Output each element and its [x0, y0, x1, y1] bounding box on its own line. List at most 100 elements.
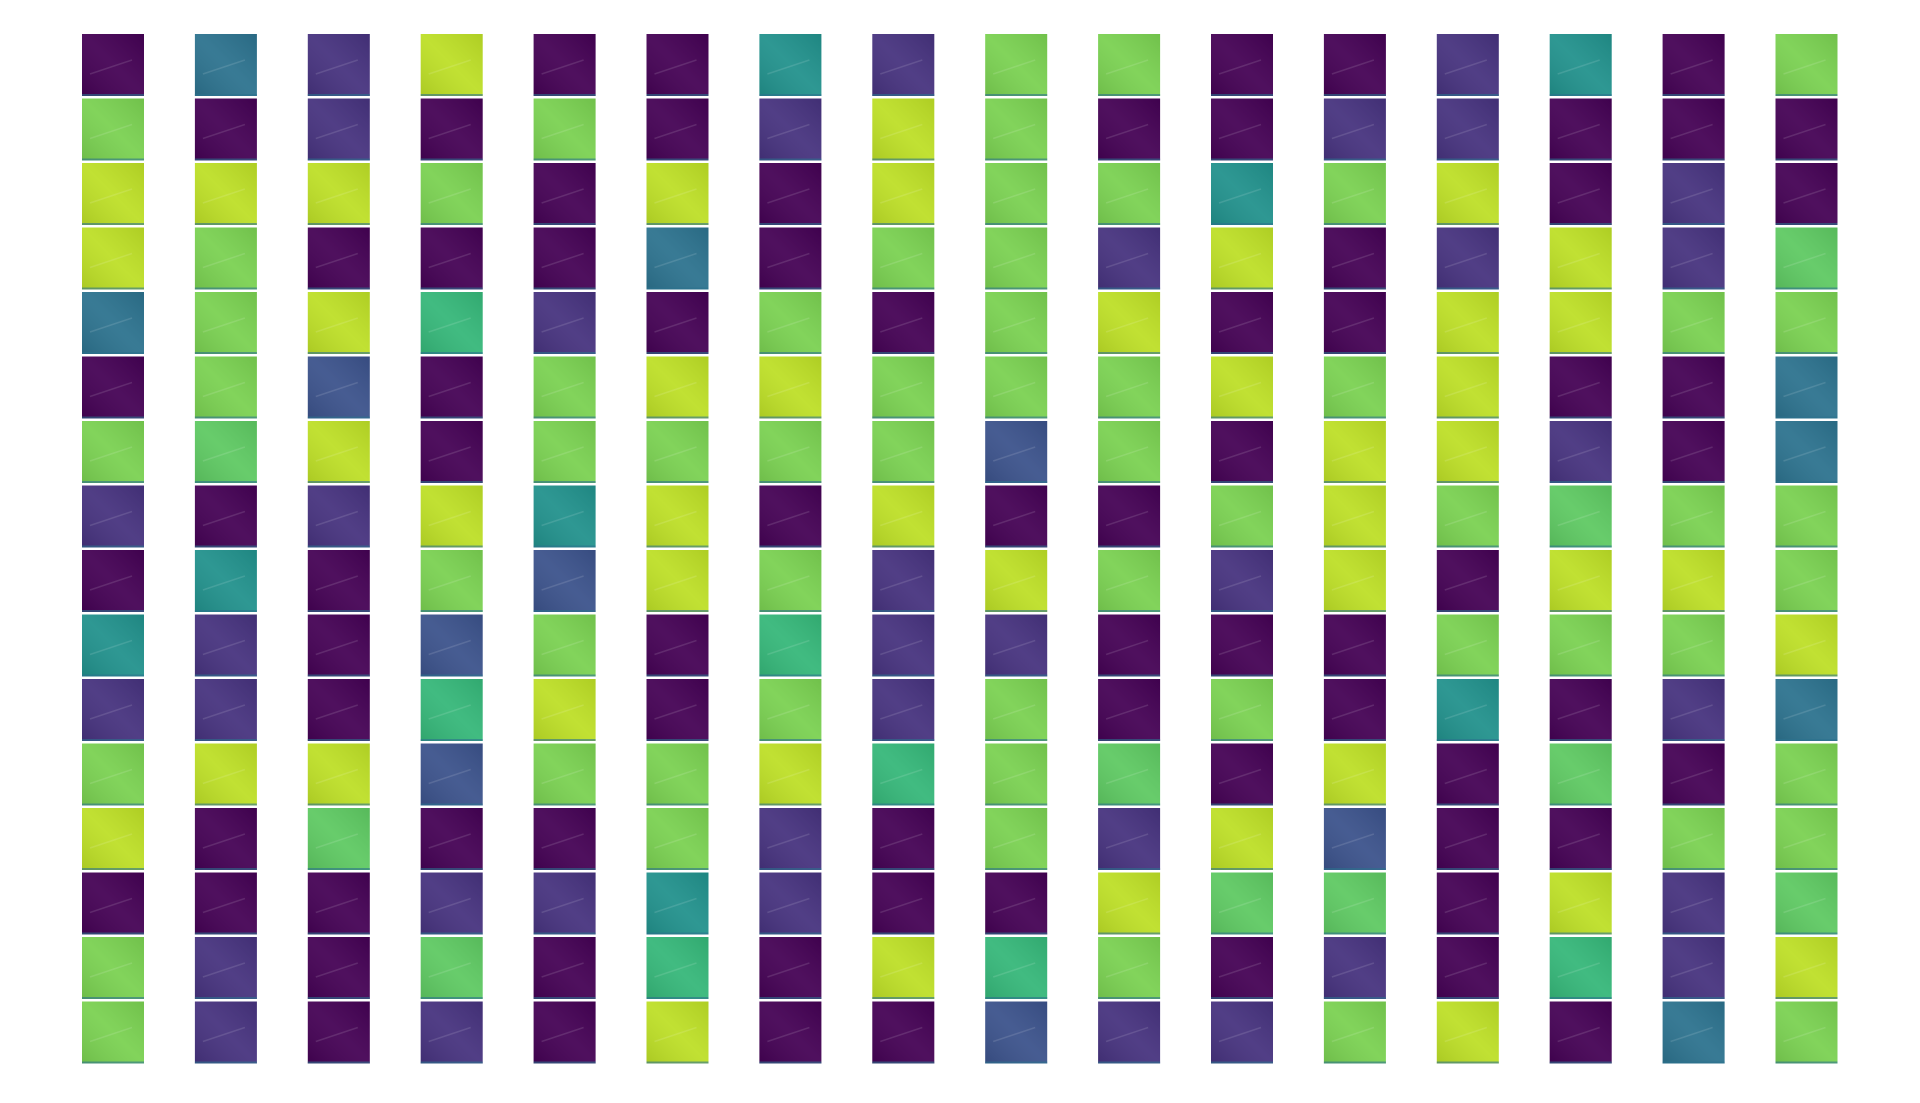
feature-map-streak	[1218, 575, 1262, 591]
feature-map-streak	[541, 59, 584, 75]
feature-map-shade	[1323, 1001, 1386, 1064]
feature-map-edge	[1775, 739, 1838, 741]
feature-map-shade	[533, 227, 596, 290]
feature-map-streak	[1218, 897, 1262, 914]
feature-map-streak	[541, 1026, 584, 1043]
feature-map-shade	[82, 227, 144, 290]
feature-map-edge	[420, 287, 483, 290]
feature-map-streak	[1444, 833, 1488, 849]
feature-map-shade	[307, 163, 370, 225]
feature-map-edge	[82, 94, 144, 96]
feature-map-shade	[1775, 808, 1838, 870]
feature-map-edge	[646, 997, 709, 999]
feature-map-edge	[420, 352, 483, 354]
feature-map-streak	[1105, 510, 1149, 527]
feature-map-streak	[1105, 381, 1149, 398]
feature-map-edge	[1323, 932, 1386, 935]
feature-map-edge	[194, 610, 257, 612]
feature-map-streak	[1105, 317, 1149, 333]
feature-map-shade	[1549, 356, 1612, 419]
feature-map-streak	[1783, 704, 1826, 720]
feature-map-shade	[759, 163, 822, 225]
feature-map-shade	[1436, 485, 1499, 548]
feature-map-streak	[1557, 833, 1600, 849]
feature-map-edge	[1775, 481, 1838, 483]
feature-map-streak	[1105, 123, 1149, 140]
feature-map-shade	[985, 356, 1048, 419]
feature-map-edge	[420, 739, 483, 741]
feature-map-shade	[1211, 356, 1273, 419]
feature-map-streak	[992, 59, 1036, 75]
feature-map-edge	[1549, 352, 1612, 354]
feature-map-streak	[202, 575, 246, 591]
feature-map-shade	[985, 743, 1048, 806]
feature-map-shade	[872, 808, 935, 870]
feature-map-edge	[1549, 997, 1612, 999]
feature-map-shade	[82, 937, 144, 999]
feature-map-edge	[533, 94, 596, 96]
feature-map-edge	[1323, 1061, 1386, 1064]
feature-map-shade	[420, 421, 483, 483]
feature-map-shade	[1323, 98, 1386, 161]
feature-map-streak	[1218, 381, 1262, 398]
feature-map-edge	[646, 158, 709, 161]
feature-map-edge	[1436, 803, 1499, 806]
feature-map-edge	[872, 223, 935, 225]
feature-map-edge	[420, 997, 483, 999]
feature-map-streak	[1670, 962, 1713, 978]
feature-map-edge	[1323, 610, 1386, 612]
feature-map-streak	[1218, 123, 1262, 140]
feature-map-shade	[1098, 679, 1161, 741]
feature-map-edge	[1211, 739, 1273, 741]
feature-map-edge	[194, 94, 257, 96]
feature-map-edge	[646, 352, 709, 354]
feature-map-edge	[1662, 223, 1725, 225]
feature-map-edge	[1098, 481, 1161, 483]
feature-map-streak	[1557, 962, 1600, 978]
feature-map-shade	[1775, 937, 1838, 999]
feature-map-streak	[992, 1026, 1036, 1043]
feature-map-edge	[759, 1061, 822, 1064]
feature-map-shade	[194, 421, 257, 483]
feature-map-streak	[315, 704, 359, 720]
feature-map-shade	[1098, 292, 1161, 354]
feature-map-shade	[646, 292, 709, 354]
feature-map-shade	[646, 872, 709, 935]
feature-map-edge	[1098, 997, 1161, 999]
feature-map-shade	[872, 292, 935, 354]
feature-map-edge	[1775, 416, 1838, 419]
feature-map-streak	[1670, 446, 1713, 462]
feature-map-streak	[315, 381, 359, 398]
feature-map-streak	[880, 962, 923, 978]
feature-map-streak	[202, 188, 246, 204]
feature-map-edge	[1662, 674, 1725, 677]
feature-map-shade	[759, 227, 822, 290]
feature-map-edge	[646, 545, 709, 548]
feature-map-streak	[428, 704, 471, 720]
feature-map-streak	[767, 446, 810, 462]
feature-map-shade	[646, 421, 709, 483]
feature-map-streak	[1105, 446, 1149, 462]
feature-map-shade	[194, 743, 257, 806]
feature-map-edge	[1549, 610, 1612, 612]
feature-map-streak	[315, 317, 359, 333]
feature-map-streak	[1444, 897, 1488, 914]
feature-map-shade	[759, 1001, 822, 1064]
feature-map-streak	[1557, 1026, 1600, 1043]
feature-map-edge	[759, 997, 822, 999]
feature-map-edge	[194, 803, 257, 806]
feature-map-shade	[1211, 98, 1273, 161]
feature-map-shade	[194, 937, 257, 999]
feature-map-streak	[992, 833, 1036, 849]
feature-map-streak	[541, 704, 584, 720]
feature-map-edge	[307, 481, 370, 483]
feature-map-edge	[985, 868, 1048, 870]
feature-map-edge	[872, 610, 935, 612]
feature-map-streak	[428, 123, 471, 140]
feature-map-shade	[307, 872, 370, 935]
feature-map-streak	[89, 704, 133, 720]
feature-map-shade	[1436, 98, 1499, 161]
feature-map-edge	[1775, 94, 1838, 96]
feature-map-shade	[1436, 227, 1499, 290]
feature-map-shade	[533, 34, 596, 96]
